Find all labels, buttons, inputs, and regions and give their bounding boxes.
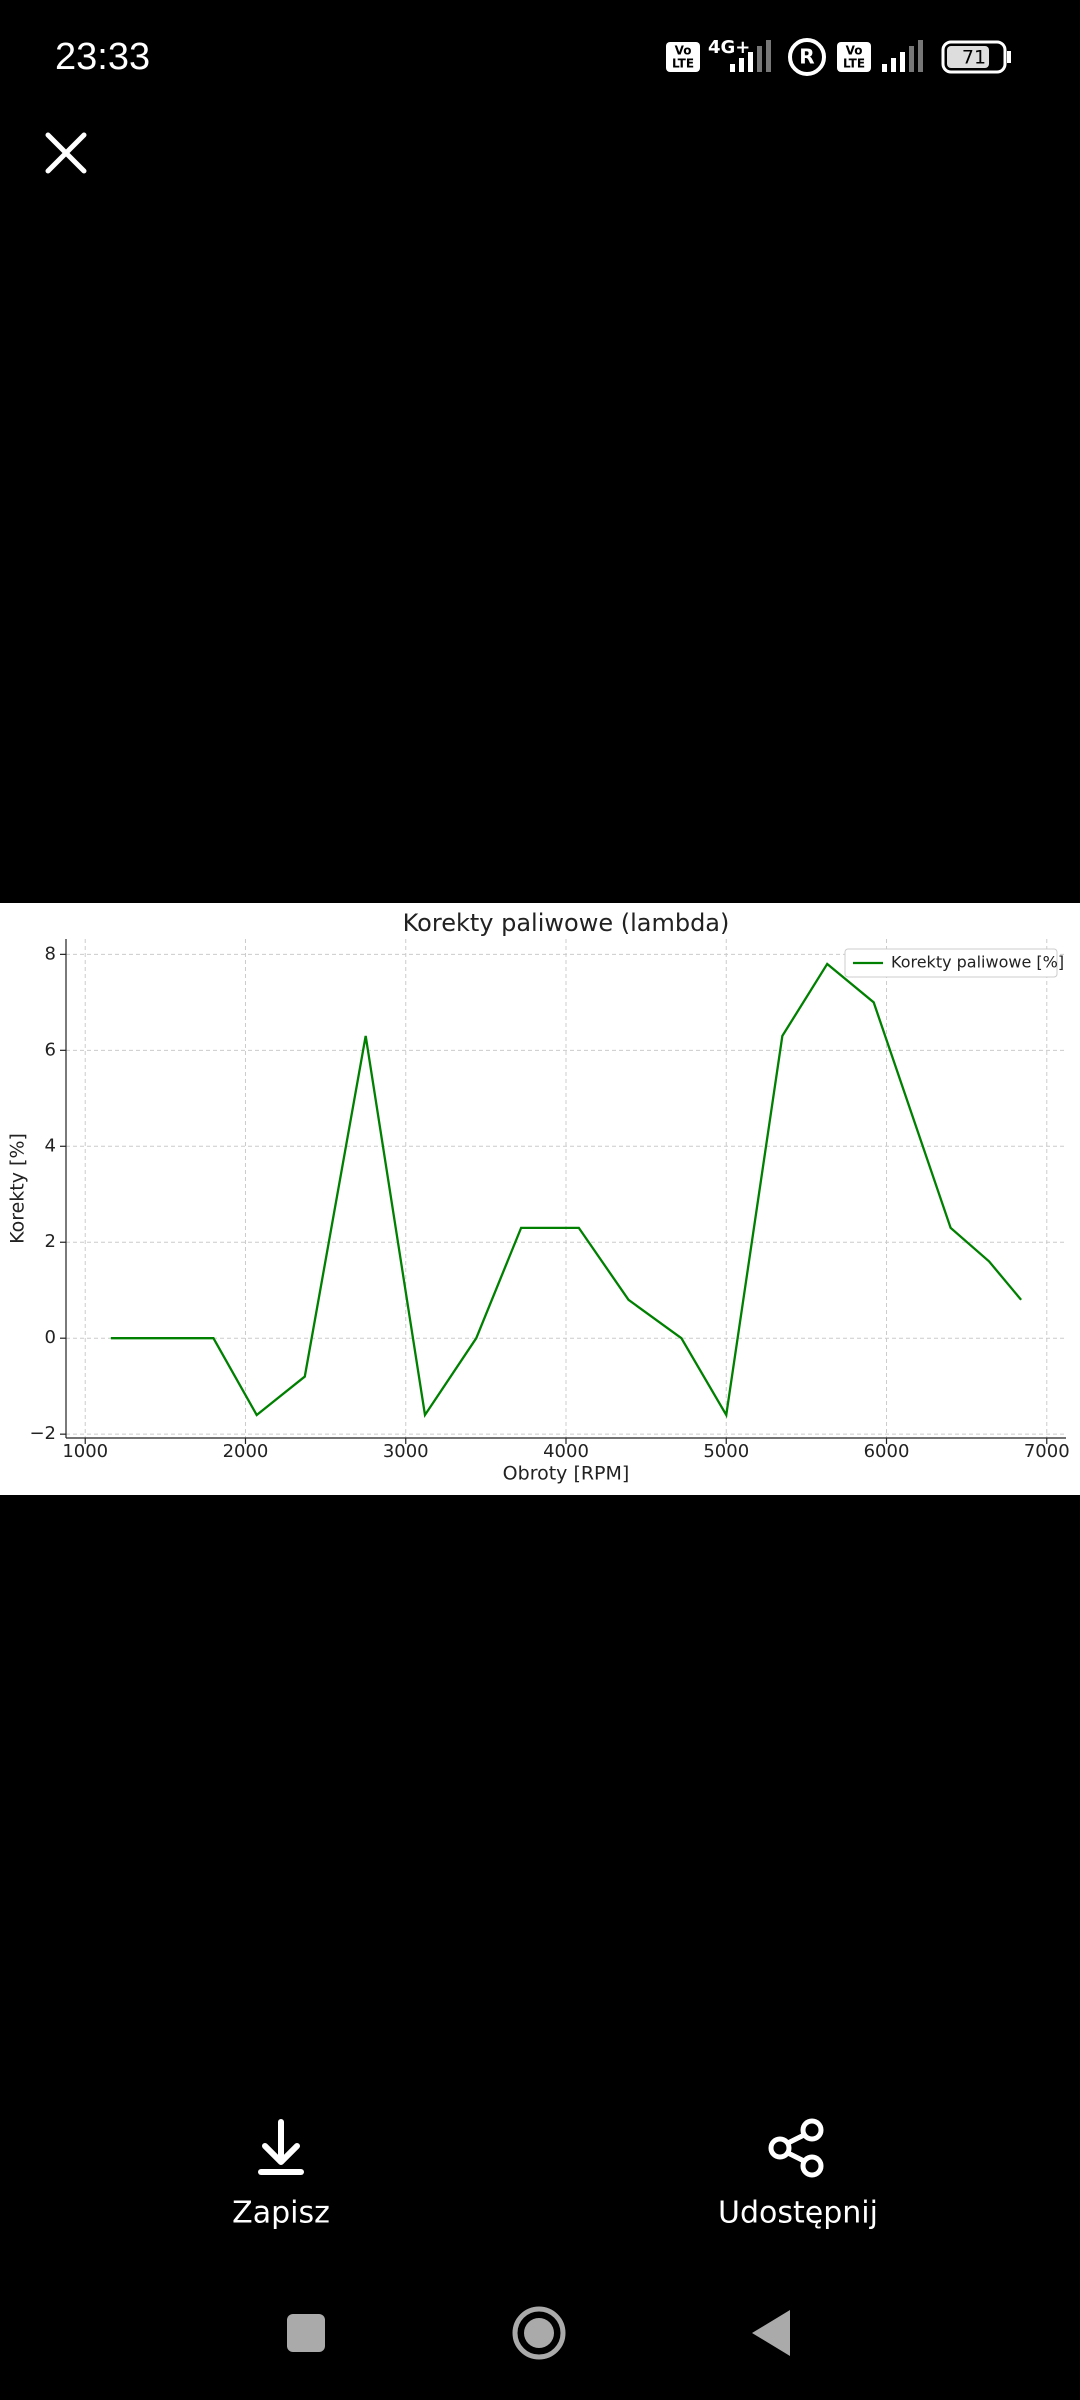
y-tick-label: 6	[45, 1039, 56, 1060]
x-tick-label: 1000	[62, 1441, 108, 1462]
x-tick-label: 6000	[864, 1441, 910, 1462]
x-tick-label: 3000	[383, 1441, 429, 1462]
roaming-text: R	[799, 45, 814, 69]
badge-text: LTE	[672, 57, 694, 71]
y-tick-label: 4	[45, 1135, 56, 1156]
nav-recents[interactable]	[287, 2314, 325, 2352]
nav-back[interactable]	[752, 2310, 790, 2356]
share-button[interactable]: Udostępnij	[718, 2118, 878, 2231]
save-label: Zapisz	[232, 2196, 330, 2231]
chart-title: Korekty paliwowe (lambda)	[403, 909, 730, 937]
chart: Korekty paliwowe (lambda) 1000 2000 3000 400…	[0, 903, 1080, 1495]
share-icon	[768, 2118, 824, 2178]
signal-1	[730, 40, 771, 72]
x-axis-label: Obroty [RPM]	[503, 1463, 630, 1485]
battery-outline	[941, 40, 1007, 74]
signal-2	[882, 40, 923, 72]
y-tick-label: 2	[45, 1231, 56, 1252]
share-label: Udostępnij	[718, 2196, 878, 2231]
legend-box	[844, 948, 1058, 978]
badge-text: LTE	[843, 57, 865, 71]
roaming-icon	[788, 38, 826, 76]
badge-box	[837, 42, 871, 72]
x-tick-label: 5000	[703, 1441, 749, 1462]
download-icon	[258, 2119, 304, 2175]
x-tick-label: 7000	[1024, 1441, 1070, 1462]
y-axis-label: Korekty [%]	[7, 1133, 29, 1244]
battery-tip	[1007, 51, 1011, 63]
close-button[interactable]	[45, 132, 87, 174]
y-tick-label: 0	[45, 1327, 56, 1348]
save-button[interactable]: Zapisz	[232, 2119, 330, 2231]
badge-box	[666, 42, 700, 72]
nav-home[interactable]	[512, 2306, 566, 2360]
clock: 23:33	[55, 36, 150, 78]
battery-level	[947, 46, 989, 68]
volte-badge: Vo LTE	[666, 42, 700, 72]
x-tick-label: 4000	[543, 1441, 589, 1462]
badge-text: Vo	[675, 44, 692, 58]
network-type: 4G+	[708, 37, 750, 58]
volte-badge: Vo LTE	[837, 42, 871, 72]
legend-label: Korekty paliwowe [%]	[891, 953, 1064, 972]
y-tick-label: −2	[29, 1423, 56, 1444]
badge-text: Vo	[846, 44, 863, 58]
y-tick-label: 8	[45, 943, 56, 964]
battery-text: 71	[962, 47, 986, 69]
chart-background	[0, 903, 1080, 1495]
data-line	[110, 962, 1023, 1419]
x-tick-label: 2000	[223, 1441, 269, 1462]
